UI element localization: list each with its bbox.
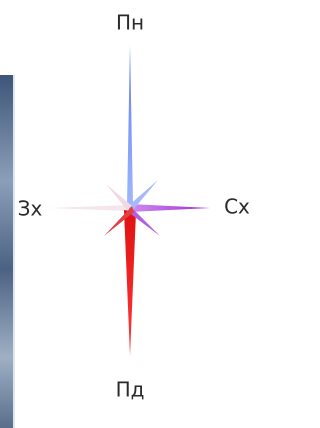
west-ray: [50, 205, 128, 211]
compass-rose: [50, 45, 210, 356]
strip-edge: [13, 75, 15, 428]
satellite-strip: [0, 75, 13, 428]
north-ray: [127, 45, 133, 205]
west-label: Зх: [18, 197, 43, 221]
page: Пн Сх Зх Пд (() => { const data = JSON.p…: [0, 0, 254, 428]
south-label: Пд: [116, 378, 145, 402]
east-ray: [130, 204, 210, 212]
north-label: Пн: [116, 11, 144, 35]
compass-view: Пн Сх Зх Пд: [0, 0, 254, 428]
east-label: Сх: [224, 195, 250, 219]
south-ray: [124, 210, 136, 356]
